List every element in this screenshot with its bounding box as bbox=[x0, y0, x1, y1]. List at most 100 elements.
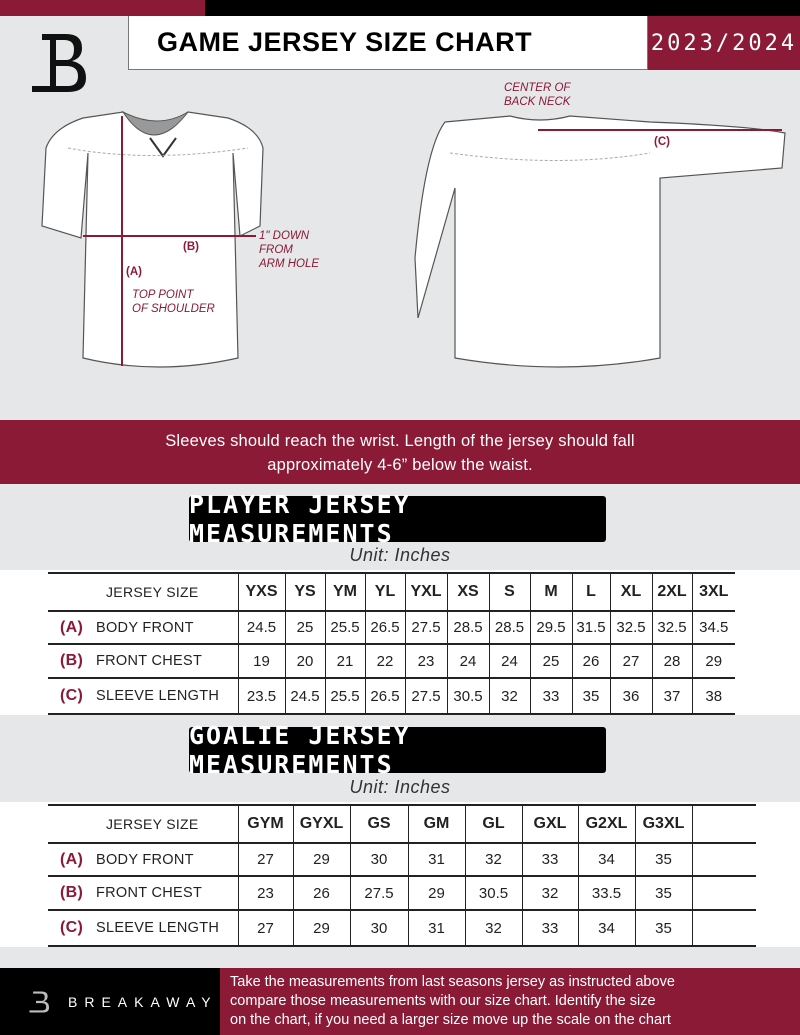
measurement-value: 27 bbox=[237, 909, 293, 947]
back-neck-note: CENTER OF BACK NECK bbox=[504, 81, 570, 109]
size-column-header: S bbox=[488, 572, 530, 612]
measurement-value: 34 bbox=[577, 909, 635, 947]
measurement-value: 34 bbox=[577, 842, 635, 877]
measurement-letter: (B) bbox=[60, 884, 84, 901]
measurement-letter: (C) bbox=[60, 687, 84, 704]
row-label: (C) SLEEVE LENGTH bbox=[48, 909, 238, 947]
measurement-value: 24.5 bbox=[284, 677, 325, 715]
size-column-header: G3XL bbox=[634, 804, 692, 844]
measurement-value: 28.5 bbox=[488, 610, 530, 645]
measurement-value: 26 bbox=[571, 643, 610, 679]
table-row: (B) FRONT CHEST 23 26 27.5 29 30.5 32 33.5 35 bbox=[48, 875, 756, 911]
table-row: (C) SLEEVE LENGTH 27 29 30 31 32 33 34 35 bbox=[48, 909, 756, 947]
size-column-header: GS bbox=[349, 804, 408, 844]
measurement-value: 27 bbox=[237, 842, 293, 877]
measurement-value: 32.5 bbox=[651, 610, 692, 645]
arm-hole-note: 1" DOWN FROM ARM HOLE bbox=[259, 229, 319, 271]
measurement-value: 29 bbox=[292, 842, 350, 877]
row-label: (B) FRONT CHEST bbox=[48, 643, 238, 679]
measurement-value: 26.5 bbox=[364, 610, 405, 645]
size-column-header: XL bbox=[609, 572, 652, 612]
measurement-value: 33.5 bbox=[577, 875, 635, 911]
footer-line: on the chart, if you need a larger size … bbox=[230, 1012, 671, 1028]
footer-instructions: Take the measurements from last seasons … bbox=[220, 968, 800, 1035]
empty-cell bbox=[691, 804, 756, 844]
goalie-size-table: JERSEY SIZE GYM GYXL GS GM GL GXL G2XL G3XL (A) BO… bbox=[48, 804, 756, 947]
instructions-banner: Sleeves should reach the wrist. Length o… bbox=[0, 420, 800, 484]
player-section-title: PLAYER JERSEY MEASUREMENTS bbox=[189, 490, 606, 548]
measurement-value: 24 bbox=[488, 643, 530, 679]
measurement-letter: (B) bbox=[60, 652, 84, 669]
table-row: (B) FRONT CHEST 19 20 21 22 23 24 24 25 26 27 28 29 bbox=[48, 643, 735, 679]
player-unit-label: Unit: Inches bbox=[349, 545, 451, 565]
size-column-header: XS bbox=[446, 572, 489, 612]
measurement-value: 22 bbox=[364, 643, 405, 679]
empty-cell bbox=[691, 842, 756, 877]
label-b: (B) bbox=[183, 241, 199, 253]
measurement-value: 33 bbox=[521, 909, 578, 947]
measurement-value: 23 bbox=[237, 875, 293, 911]
instruction-line: Sleeves should reach the wrist. Length o… bbox=[165, 432, 635, 450]
measurement-value: 35 bbox=[634, 875, 692, 911]
measurement-value: 32 bbox=[521, 875, 578, 911]
measurement-value: 29.5 bbox=[529, 610, 572, 645]
measurement-value: 27 bbox=[609, 643, 652, 679]
note-line: 1" DOWN bbox=[259, 230, 310, 242]
note-line: BACK NECK bbox=[504, 96, 571, 108]
measurement-value: 29 bbox=[292, 909, 350, 947]
note-line: CENTER OF bbox=[504, 82, 571, 94]
measurement-value: 30 bbox=[349, 909, 408, 947]
measurement-value: 29 bbox=[691, 643, 735, 679]
measurement-value: 32 bbox=[488, 677, 530, 715]
measurement-value: 32.5 bbox=[609, 610, 652, 645]
footer-line: compare those measurements with our size… bbox=[230, 993, 656, 1009]
size-column-header: GM bbox=[407, 804, 465, 844]
measurement-value: 35 bbox=[634, 909, 692, 947]
row-label: (C) SLEEVE LENGTH bbox=[48, 677, 238, 715]
measurement-name: SLEEVE LENGTH bbox=[96, 688, 220, 704]
measurement-value: 25 bbox=[529, 643, 572, 679]
measurement-value: 30 bbox=[349, 842, 408, 877]
measurement-value: 32 bbox=[464, 909, 522, 947]
note-line: OF SHOULDER bbox=[132, 303, 215, 315]
measurement-value: 36 bbox=[609, 677, 652, 715]
empty-cell bbox=[691, 909, 756, 947]
measurement-value: 25.5 bbox=[324, 677, 365, 715]
top-black-bar bbox=[205, 0, 800, 16]
measurement-value: 34.5 bbox=[691, 610, 735, 645]
row-label: (A) BODY FRONT bbox=[48, 842, 238, 877]
measurement-value: 26.5 bbox=[364, 677, 405, 715]
measurement-value: 27.5 bbox=[404, 610, 447, 645]
measurement-value: 37 bbox=[651, 677, 692, 715]
page-title: GAME JERSEY SIZE CHART bbox=[128, 16, 648, 70]
breakaway-logo-icon bbox=[29, 990, 50, 1013]
measurement-value: 27.5 bbox=[349, 875, 408, 911]
note-line: ARM HOLE bbox=[259, 258, 320, 270]
jersey-back-illustration bbox=[414, 115, 786, 368]
size-column-header: GYM bbox=[237, 804, 293, 844]
goalie-unit-label: Unit: Inches bbox=[349, 777, 451, 797]
note-line: TOP POINT bbox=[132, 289, 194, 301]
measurement-name: BODY FRONT bbox=[96, 619, 194, 636]
row-label: (B) FRONT CHEST bbox=[48, 875, 238, 911]
size-column-header: G2XL bbox=[577, 804, 635, 844]
size-column-header: 3XL bbox=[691, 572, 735, 612]
label-c: (C) bbox=[654, 136, 670, 148]
table-row: (A) BODY FRONT 27 29 30 31 32 33 34 35 bbox=[48, 842, 756, 877]
size-column-header: M bbox=[529, 572, 572, 612]
measurement-value: 35 bbox=[634, 842, 692, 877]
measurement-value: 33 bbox=[529, 677, 572, 715]
measurement-value: 26 bbox=[292, 875, 350, 911]
size-column-header: YM bbox=[324, 572, 365, 612]
footer-brand: BREAKAWAY bbox=[0, 968, 220, 1035]
measurement-value: 23 bbox=[404, 643, 447, 679]
breakaway-logo-icon bbox=[32, 34, 86, 92]
player-size-table: JERSEY SIZE YXS YS YM YL YXL XS S M L XL 2XL 3XL (A) B… bbox=[48, 572, 735, 715]
jersey-size-header: JERSEY SIZE bbox=[48, 804, 238, 844]
measurement-value: 21 bbox=[324, 643, 365, 679]
measurement-value: 28 bbox=[651, 643, 692, 679]
measurement-value: 25 bbox=[284, 610, 325, 645]
measurement-name: FRONT CHEST bbox=[96, 885, 203, 901]
footer-line: Take the measurements from last seasons … bbox=[230, 974, 675, 990]
measurement-value: 19 bbox=[237, 643, 285, 679]
